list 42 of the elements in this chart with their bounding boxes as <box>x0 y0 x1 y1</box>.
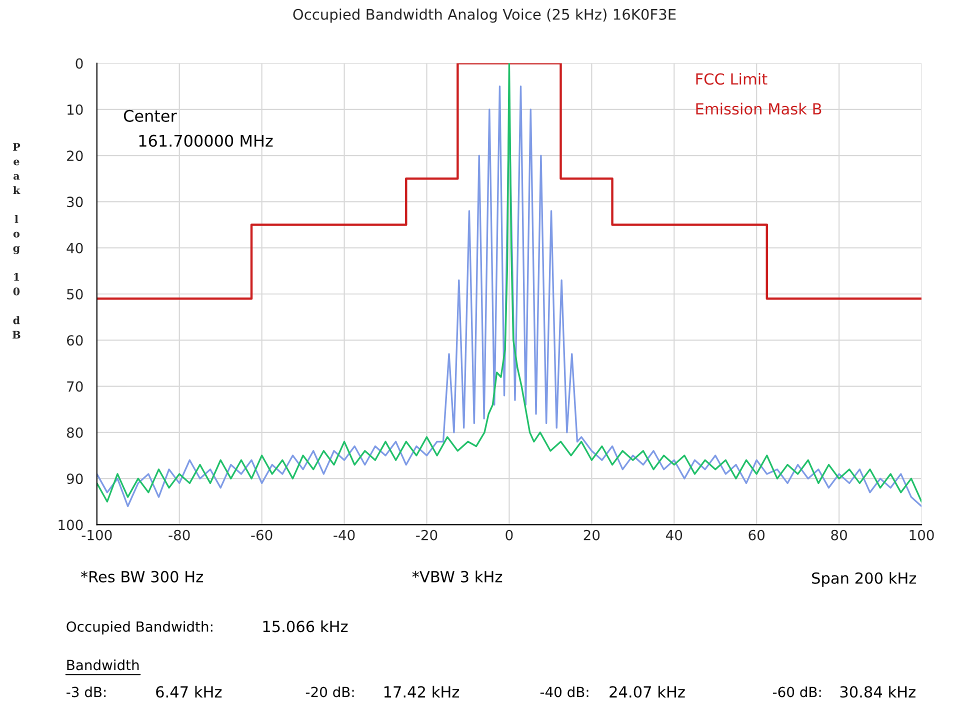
text: 24.07 kHz <box>610 686 685 698</box>
annotation: FCC Limit <box>696 72 768 85</box>
text: Span 200 kHz <box>812 572 916 587</box>
text: -40 dB: <box>540 686 588 698</box>
x-tick-label: -40 <box>334 530 355 540</box>
text: Peak log 10 dB <box>12 143 20 339</box>
y-tick-label: 90 <box>66 474 83 484</box>
y-tick-label: 30 <box>67 196 83 208</box>
x-tick-label: 0 <box>506 530 513 540</box>
text: 17.42 kHz <box>384 686 460 698</box>
x-tick-label: 40 <box>666 530 682 540</box>
x-tick-label: 60 <box>748 530 765 540</box>
chart-title: Occupied Bandwidth Analog Voice (25 kHz) 16K0F3E <box>293 8 676 23</box>
x-tick-label: -60 <box>251 530 272 540</box>
text: *VBW 3 kHz <box>412 570 502 582</box>
annotation: 161.700000 MHz <box>139 134 273 147</box>
x-tick-label: 20 <box>584 530 600 540</box>
y-tick-label: 50 <box>67 288 83 300</box>
text: Bandwidth <box>67 659 139 670</box>
y-tick-label: 0 <box>76 58 83 69</box>
text: 6.47 kHz <box>156 686 222 698</box>
y-tick-label: 60 <box>67 335 83 346</box>
y-tick-label: 10 <box>68 104 83 115</box>
y-tick-label: 80 <box>66 427 83 438</box>
text: -20 dB: <box>306 686 354 698</box>
text: *Res BW 300 Hz <box>80 570 203 582</box>
annotation: Center <box>124 110 177 122</box>
annotation: Emission Mask B <box>696 102 822 115</box>
text: -3 dB: <box>66 686 106 698</box>
y-tick-label: 100 <box>58 520 83 530</box>
x-tick-label: -80 <box>168 530 190 540</box>
x-tick-label: 80 <box>831 530 847 540</box>
text: Occupied Bandwidth: <box>66 621 212 635</box>
x-tick-label: 100 <box>910 530 934 540</box>
x-tick-label: -20 <box>416 530 438 540</box>
y-tick-label: 20 <box>67 150 83 162</box>
x-tick-label: -100 <box>82 530 112 540</box>
y-tick-label: 40 <box>66 242 83 254</box>
text: -60 dB: <box>772 686 821 698</box>
text: 30.84 kHz <box>840 686 916 698</box>
y-tick-label: 70 <box>67 381 83 392</box>
text: 15.066 kHz <box>263 620 348 632</box>
